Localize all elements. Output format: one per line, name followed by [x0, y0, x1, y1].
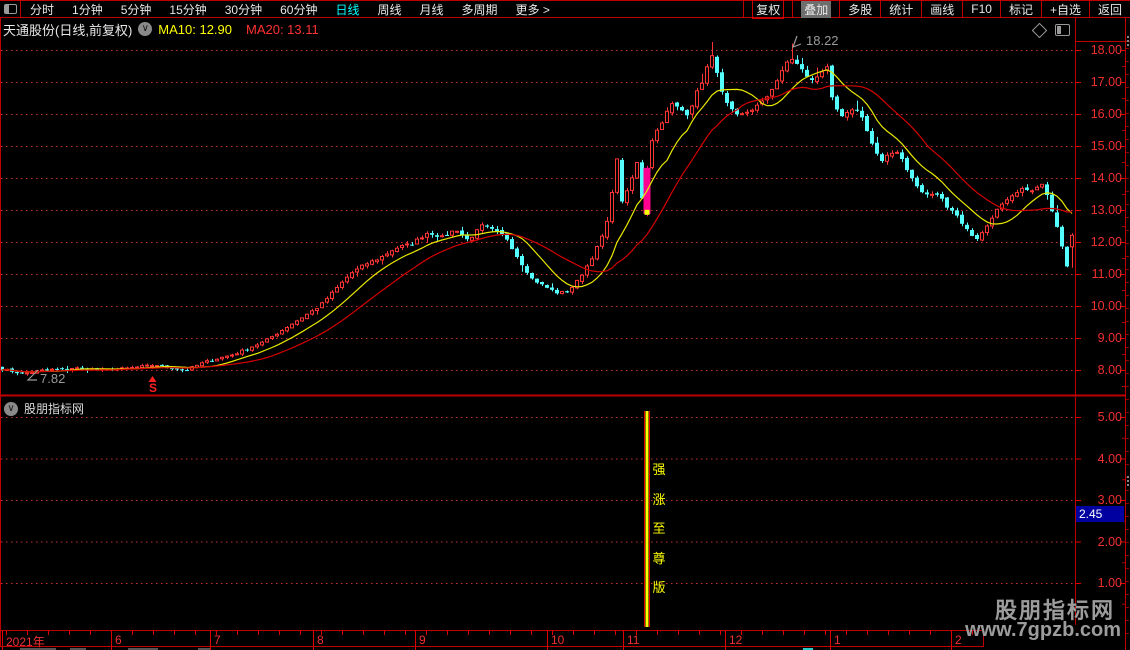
- toolbar-button-label: +自选: [1049, 2, 1081, 17]
- toolbar-button-2[interactable]: 多股: [839, 1, 880, 17]
- chevron-down-icon[interactable]: ∨: [4, 401, 18, 416]
- toolbar-button-4[interactable]: 画线: [921, 1, 962, 17]
- toolbar-button-0[interactable]: 复权: [743, 0, 792, 19]
- indicator-title: 股朋指标网: [24, 402, 85, 416]
- indicator-value-badge: 2.45: [1076, 506, 1124, 522]
- chevron-down-icon[interactable]: ∨: [138, 22, 153, 36]
- toolbar-button-label: F10: [971, 2, 992, 16]
- period-tab-0[interactable]: 分时: [30, 2, 55, 17]
- chart-titlebar: 天通股份(日线,前复权) ∨ MA10: 12.90 MA20: 13.11: [0, 18, 1070, 40]
- watermark-url: www.7gpzb.com: [965, 619, 1121, 641]
- svg-text:S: S: [149, 381, 157, 395]
- ma20-value: MA20: 13.11: [246, 21, 319, 37]
- panel-layout-icon[interactable]: [1055, 24, 1070, 36]
- toolbar-button-5[interactable]: F10: [962, 1, 1000, 17]
- toolbar-button-label: 多股: [848, 2, 873, 17]
- toolbar-button-6[interactable]: 标记: [999, 1, 1041, 17]
- toolbar-button-label: 返回: [1097, 2, 1122, 17]
- top-toolbar: 分时 1分钟 5分钟 15分钟 30分钟 60分钟 日线 周线 月线 多周期 更多 > 复权 叠加 多股…: [0, 0, 1130, 19]
- period-tab-7[interactable]: 周线: [377, 2, 402, 17]
- period-tab-1[interactable]: 1分钟: [72, 2, 103, 17]
- toolbar-button-label: 叠加: [801, 0, 832, 18]
- period-tab-8[interactable]: 月线: [419, 2, 444, 17]
- period-tab-6[interactable]: 日线: [335, 2, 360, 17]
- period-tab-10[interactable]: 更多 >: [515, 2, 550, 17]
- watermark-text: 股朋指标网: [994, 598, 1115, 623]
- toolbar-button-label: 统计: [889, 2, 914, 17]
- window-layout-button[interactable]: [0, 1, 21, 17]
- indicator-panel-header: ∨ 股朋指标网: [4, 400, 84, 417]
- period-tab-2[interactable]: 5分钟: [120, 2, 152, 17]
- toolbar-button-7[interactable]: +自选: [1040, 1, 1089, 17]
- toolbar-actions: 复权 叠加 多股 统计 画线 F10 标记 +自选 返回: [743, 0, 1130, 19]
- period-tab-9[interactable]: 多周期: [461, 2, 498, 17]
- titlebar-right-icons: [1031, 22, 1070, 38]
- toolbar-button-1[interactable]: 叠加: [792, 0, 839, 18]
- period-tab-4[interactable]: 30分钟: [224, 2, 263, 17]
- period-tabs: 分时 1分钟 5分钟 15分钟 30分钟 60分钟 日线 周线 月线 多周期 更多 >: [21, 1, 559, 17]
- period-tab-3[interactable]: 15分钟: [169, 2, 207, 17]
- toolbar-button-label: 复权: [752, 0, 785, 19]
- toolbar-button-label: 标记: [1008, 2, 1033, 17]
- period-tab-5[interactable]: 60分钟: [280, 2, 318, 17]
- toolbar-button-8[interactable]: 返回: [1088, 1, 1130, 17]
- window-split-icon: [3, 4, 17, 14]
- toolbar-button-3[interactable]: 统计: [880, 1, 921, 17]
- stock-title: 天通股份(日线,前复权): [3, 22, 133, 38]
- diamond-icon[interactable]: [1031, 22, 1048, 38]
- toolbar-button-label: 画线: [930, 2, 955, 17]
- ma10-value: MA10: 12.90: [158, 21, 232, 37]
